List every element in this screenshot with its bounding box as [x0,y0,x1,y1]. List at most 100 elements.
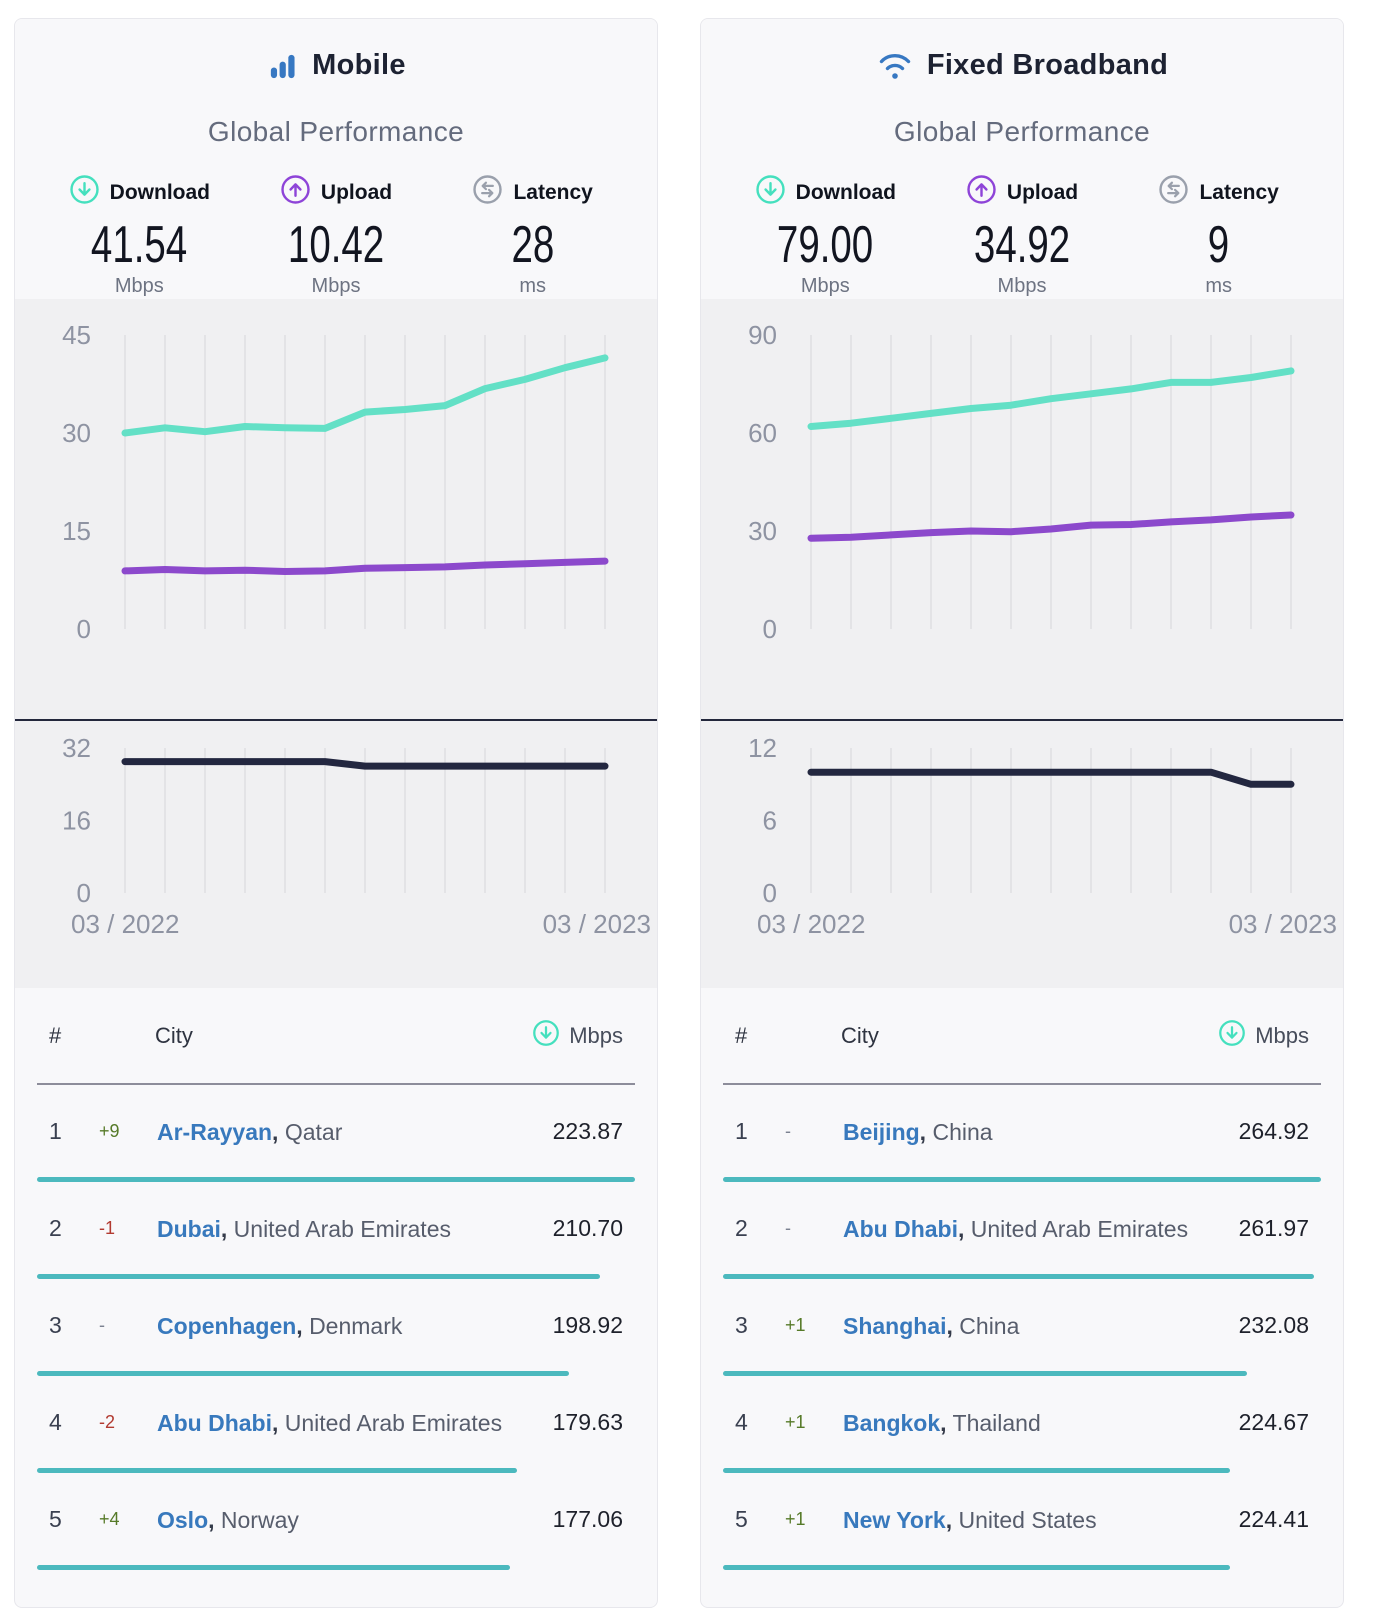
card-mobile: Mobile Global Performance Download 41.54… [14,18,658,1608]
city-link[interactable]: Copenhagen [157,1312,297,1339]
table-row: 3 - Copenhagen, Denmark 198.92 [37,1279,635,1376]
svg-text:0: 0 [77,878,91,908]
row-bar [37,1468,517,1473]
row-bar [723,1468,1231,1473]
svg-text:60: 60 [748,418,777,448]
stat-label: Upload [1006,180,1079,204]
city-link[interactable]: Shanghai [843,1312,947,1339]
city-link[interactable]: Ar-Rayyan [157,1118,273,1145]
city-link[interactable]: Beijing [843,1118,920,1145]
city-link[interactable]: Abu Dhabi [157,1409,272,1436]
country: United Arab Emirates [284,1409,503,1436]
country: Qatar [284,1118,343,1145]
city-cell: Shanghai, China [843,1309,1191,1343]
table-body: 1 - Beijing, China 264.92 2 - Abu Dhabi, Unite… [723,1085,1321,1570]
comma: , [208,1506,215,1533]
subtitle: Global Performance [207,116,465,147]
city-link[interactable]: Bangkok [843,1409,941,1436]
stat-unit: ms [519,275,547,297]
city-cell: Ar-Rayyan, Qatar [157,1115,505,1149]
rank: 1 [49,1118,62,1144]
svg-text:0: 0 [77,614,91,644]
comma: , [220,1215,228,1242]
country: Norway [220,1506,299,1533]
rank-change: - [785,1121,791,1141]
rank-change: - [785,1218,791,1238]
country: Denmark [309,1312,403,1339]
table-row: 2 - Abu Dhabi, United Arab Emirates 261.97 [723,1182,1321,1279]
stat-value: 10.42 [287,216,385,274]
svg-text:16: 16 [62,806,91,836]
fixed-stats: Download 79.00 Mbps Upload 34.92 Mbps [701,174,1343,298]
speed-value: 223.87 [552,1118,623,1144]
row-bar [37,1177,635,1182]
fixed-charts: 90 60 30 0 12 6 0 03 / 2022 03 / 2023 [701,299,1343,988]
row-bar [37,1274,600,1279]
stat-unit: ms [1205,275,1233,297]
subtitle: Global Performance [893,116,1151,147]
comma: , [272,1409,279,1436]
rank: 1 [735,1118,748,1144]
table-header: # City Mbps [37,988,635,1083]
comma: , [945,1506,953,1533]
svg-text:6: 6 [763,806,777,836]
speed-value: 177.06 [552,1506,623,1532]
stat-upload: Upload 34.92 Mbps [924,174,1121,298]
svg-text:0: 0 [763,614,777,644]
stat-unit: Mbps [997,275,1047,297]
city-cell: Dubai, United Arab Emirates [157,1212,505,1246]
svg-text:03 / 2023: 03 / 2023 [1229,909,1337,939]
table-header-divider [723,1083,1321,1085]
svg-text:32: 32 [62,733,91,763]
city-link[interactable]: Oslo [157,1506,209,1533]
card-title: Mobile [312,49,406,81]
comma: , [272,1118,279,1145]
wifi-icon [876,49,914,82]
city-cell: Bangkok, Thailand [843,1406,1191,1440]
speed-value: 232.08 [1238,1312,1309,1338]
comma: , [946,1312,953,1339]
row-bar [723,1565,1230,1570]
rank: 4 [735,1409,748,1435]
stat-download: Download 41.54 Mbps [41,174,238,298]
table-row: 4 +1 Bangkok, Thailand 224.67 [723,1376,1321,1473]
svg-text:12: 12 [748,733,777,763]
latency-line-chart: 12 6 003 / 2022 03 / 2023 [748,733,1337,939]
comma: , [940,1409,947,1436]
metric-header: Mbps [1218,1019,1309,1053]
mobile-stats: Download 41.54 Mbps Upload 10.42 Mbps [15,174,657,298]
chart-divider [15,719,657,721]
latency-icon [1158,174,1189,211]
stat-label: Latency [1199,180,1279,204]
table-header-divider [37,1083,635,1085]
mobile-title-row: Mobile [15,49,657,82]
mobile-bars-icon [266,49,299,82]
svg-text:90: 90 [748,320,777,350]
city-link[interactable]: Abu Dhabi [843,1215,958,1242]
svg-text:45: 45 [62,320,91,350]
svg-text:0: 0 [763,878,777,908]
city-cell: Abu Dhabi, United Arab Emirates [843,1212,1191,1246]
speed-value: 224.41 [1238,1506,1309,1532]
mobile-charts: 45 30 15 0 32 16 0 03 / 2022 03 / 2023 [15,299,657,988]
rank-change: +1 [785,1412,806,1432]
svg-text:30: 30 [62,418,91,448]
speed-line-chart: 90 60 30 0 [748,320,1295,644]
rank-change: +1 [785,1315,806,1335]
table-row: 5 +4 Oslo, Norway 177.06 [37,1473,635,1570]
svg-text:30: 30 [748,516,777,546]
table-row: 1 - Beijing, China 264.92 [723,1085,1321,1182]
comma: , [958,1215,965,1242]
table-row: 3 +1 Shanghai, China 232.08 [723,1279,1321,1376]
rank: 2 [49,1215,62,1241]
latency-line-chart: 32 16 003 / 2022 03 / 2023 [62,733,651,939]
stat-latency: Latency 9 ms [1120,174,1317,298]
mobile-city-table: # City Mbps 1 +9 Ar-Rayyan, Qatar 223.87 2 -1… [15,988,657,1570]
stat-label: Upload [320,180,393,204]
country: United Arab Emirates [970,1215,1189,1242]
speed-value: 210.70 [552,1215,623,1241]
city-cell: Abu Dhabi, United Arab Emirates [157,1406,505,1440]
city-link[interactable]: New York [843,1506,946,1533]
rank-header: # [735,1022,748,1048]
city-link[interactable]: Dubai [157,1215,221,1242]
